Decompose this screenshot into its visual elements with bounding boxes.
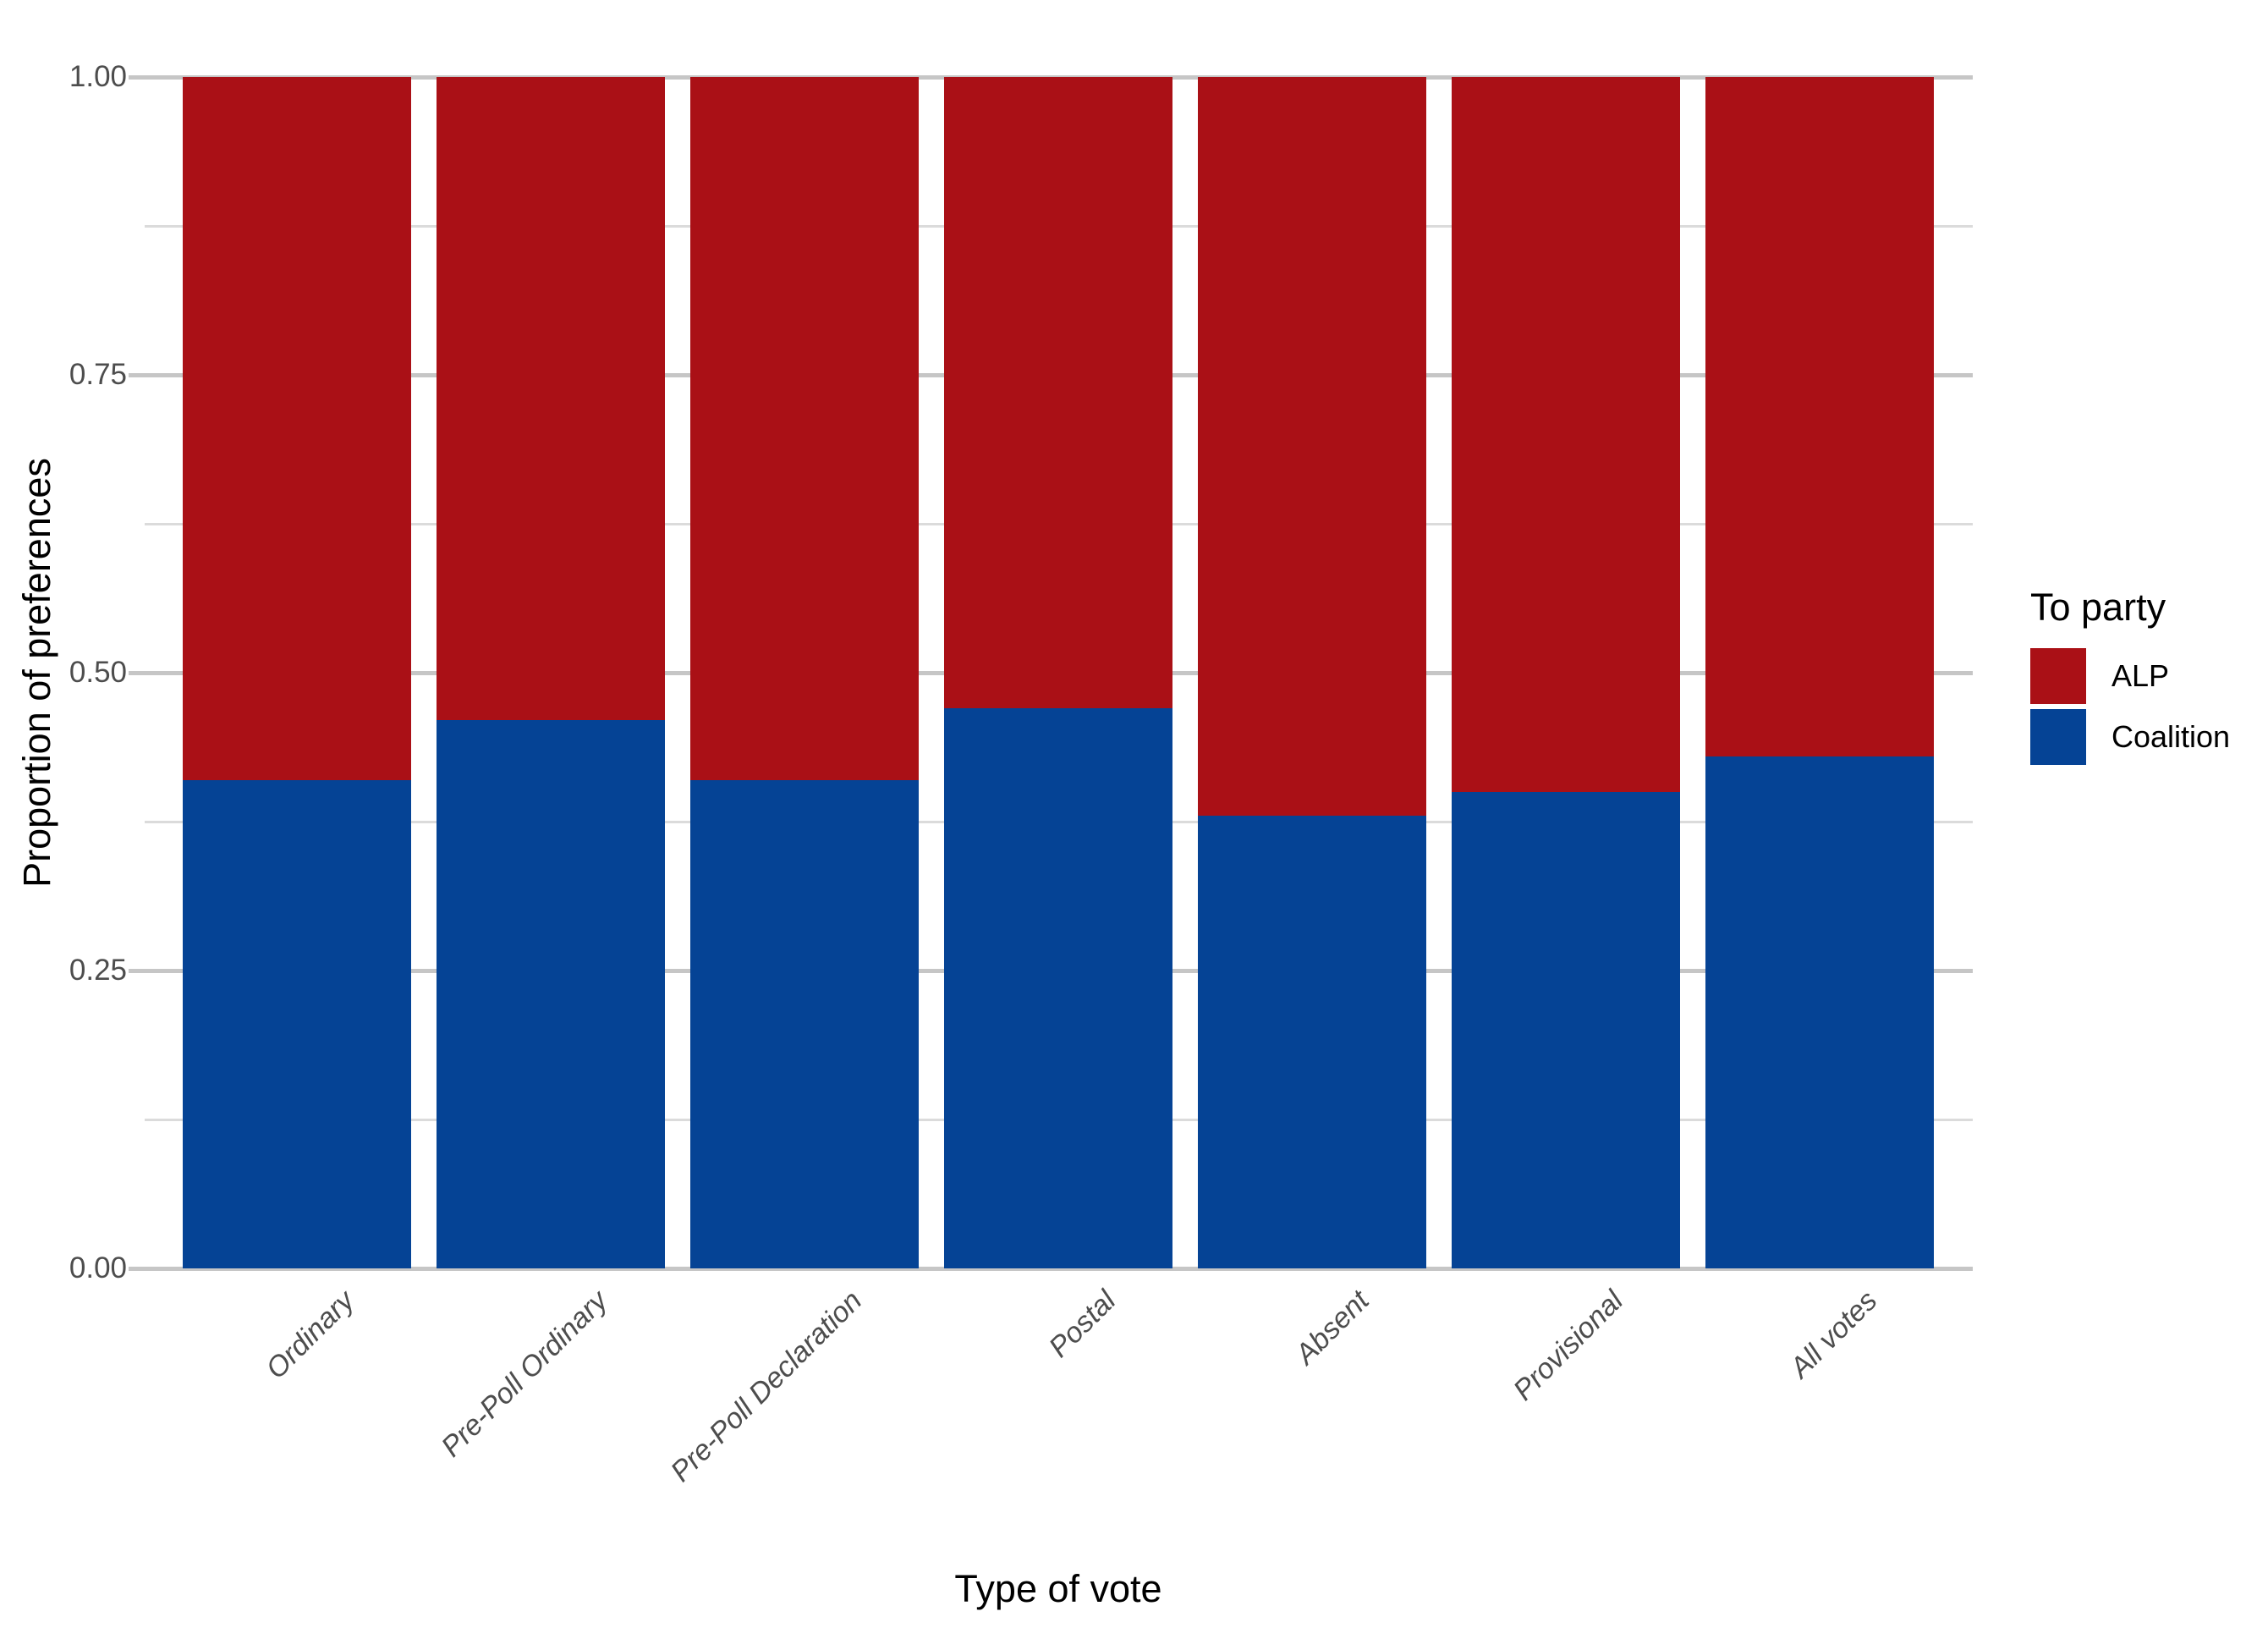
y-axis-title: Proportion of preferences: [15, 458, 58, 888]
segment-coalition: [1452, 791, 1680, 1268]
y-tick-mark: [129, 75, 145, 80]
segment-alp: [437, 77, 665, 721]
y-tick-label: 0.00: [69, 1251, 127, 1284]
y-tick-label: 1.00: [69, 60, 127, 93]
gridline-major: [145, 1267, 1973, 1271]
alp-color-swatch: [2030, 648, 2086, 704]
segment-alp: [690, 77, 919, 780]
y-tick-label: 0.75: [69, 358, 127, 391]
x-tick-label: Ordinary: [259, 1284, 360, 1386]
segment-alp: [183, 77, 411, 780]
x-tick-label: Pre-Poll Declaration: [664, 1284, 868, 1488]
bar-ordinary: [183, 77, 411, 1268]
bar-absent: [1198, 77, 1426, 1268]
y-tick-mark: [129, 1267, 145, 1271]
bar-pre-poll-declaration: [690, 77, 919, 1268]
x-tick-label: Provisional: [1507, 1284, 1629, 1407]
segment-coalition: [183, 779, 411, 1268]
segment-alp: [1198, 77, 1426, 816]
x-tick-label: Absent: [1289, 1284, 1376, 1371]
segment-alp: [1705, 77, 1934, 756]
x-tick-label: All votes: [1783, 1284, 1883, 1384]
x-tick-label: Pre-Poll Ordinary: [435, 1284, 614, 1464]
x-axis-title: Type of vote: [954, 1567, 1162, 1610]
bar-all-votes: [1705, 77, 1934, 1268]
segment-coalition: [690, 779, 919, 1268]
legend-label-coalition: Coalition: [2111, 719, 2231, 754]
plot-panel: [145, 75, 1973, 1271]
y-tick-mark: [129, 969, 145, 973]
segment-alp: [1452, 77, 1680, 792]
segment-coalition: [944, 708, 1172, 1268]
legend-item-coalition: Coalition: [2030, 709, 2230, 765]
legend-item-alp: ALP: [2030, 648, 2230, 704]
legend: To party ALP Coalition: [2030, 586, 2230, 770]
bar-pre-poll-ordinary: [437, 77, 665, 1268]
segment-alp: [944, 77, 1172, 709]
legend-label-alp: ALP: [2111, 658, 2170, 693]
segment-coalition: [437, 720, 665, 1268]
bar-postal: [944, 77, 1172, 1268]
coalition-color-swatch: [2030, 709, 2086, 765]
y-tick-mark: [129, 671, 145, 675]
segment-coalition: [1198, 815, 1426, 1268]
bar-provisional: [1452, 77, 1680, 1268]
y-tick-label: 0.50: [69, 656, 127, 689]
segment-coalition: [1705, 756, 1934, 1268]
x-tick-label: Postal: [1042, 1284, 1122, 1364]
y-tick-label: 0.25: [69, 954, 127, 987]
legend-title: To party: [2030, 586, 2166, 629]
y-tick-mark: [129, 373, 145, 377]
